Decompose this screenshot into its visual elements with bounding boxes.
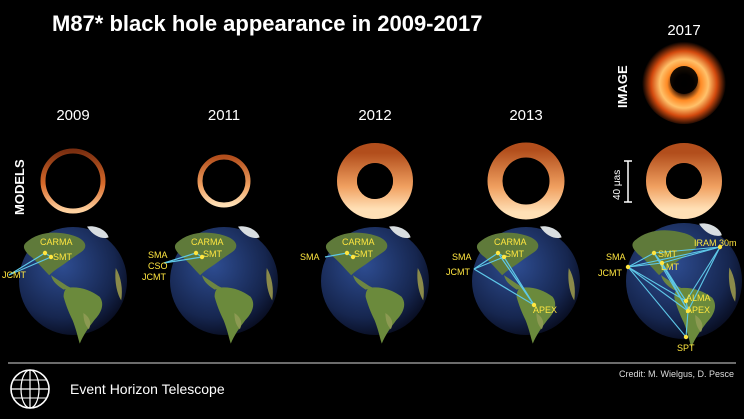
station-label-2013-carma: CARMA (494, 237, 527, 247)
year-label-2017: 2017 (667, 22, 700, 39)
station-label-2012-smt: SMT (354, 249, 374, 259)
station-label-2017-iram: IRAM 30m (694, 238, 737, 248)
station-label-2011-smt: SMT (203, 249, 223, 259)
station-label-2011-carma: CARMA (191, 237, 224, 247)
globe-2011 (163, 226, 278, 344)
globe-2013 (472, 226, 580, 344)
year-label-2009: 2009 (56, 107, 89, 124)
station-label-2009-jcmt: JCMT (2, 270, 26, 280)
station-label-2009-smt: SMT (53, 252, 73, 262)
globe-2017 (625, 223, 742, 348)
scale-bar (624, 160, 632, 203)
scale-label: 40 μas (612, 170, 623, 200)
image-label: IMAGE (615, 65, 630, 108)
model-ring-2009 (40, 148, 106, 214)
globe-2012 (321, 226, 429, 344)
model-ring-2012-center (357, 163, 393, 199)
model-ring-2017-center (666, 163, 702, 199)
station-label-2017-apex: APEX (686, 305, 710, 315)
year-label-2013: 2013 (509, 107, 542, 124)
station-label-2013-smt: SMT (505, 249, 525, 259)
station-label-2011-jcmt: JCMT (142, 272, 166, 282)
station-label-2017-jcmt: JCMT (598, 268, 622, 278)
station-label-2012-carma: CARMA (342, 237, 375, 247)
station-label-2012-sma: SMA (300, 252, 320, 262)
eht-name: Event Horizon Telescope (70, 381, 225, 397)
year-label-2011: 2011 (208, 107, 240, 124)
station-label-2011-cso: CSO (148, 261, 168, 271)
credit-text: Credit: M. Wielgus, D. Pesce (619, 369, 734, 379)
eht-logo-icon (10, 369, 50, 409)
station-label-2011-sma: SMA (148, 250, 168, 260)
m87-image-shadow (670, 66, 698, 94)
models-label: MODELS (12, 159, 27, 215)
station-dot-smt (48, 254, 54, 260)
station-label-2017-sma: SMA (606, 252, 626, 262)
station-label-2009-carma: CARMA (40, 237, 73, 247)
station-dot-carma (42, 250, 48, 256)
station-label-2013-jcmt: JCMT (446, 267, 470, 277)
station-label-2013-apex: APEX (533, 305, 557, 315)
station-label-2017-alma: ALMA (686, 293, 711, 303)
model-ring-2011 (197, 154, 251, 208)
model-ring-2012 (337, 143, 413, 219)
station-label-2017-spt: SPT (677, 343, 695, 353)
year-label-2012: 2012 (358, 107, 391, 124)
station-label-2013-sma: SMA (452, 252, 472, 262)
station-label-2017-lmt: LMT (661, 262, 680, 272)
model-ring-2013 (487, 142, 565, 220)
model-ring-2017 (646, 143, 722, 219)
figure-title: M87* black hole appearance in 2009-2017 (52, 11, 482, 36)
station-label-2017-smt: SMT (658, 249, 678, 259)
globe-2009 (8, 226, 127, 344)
